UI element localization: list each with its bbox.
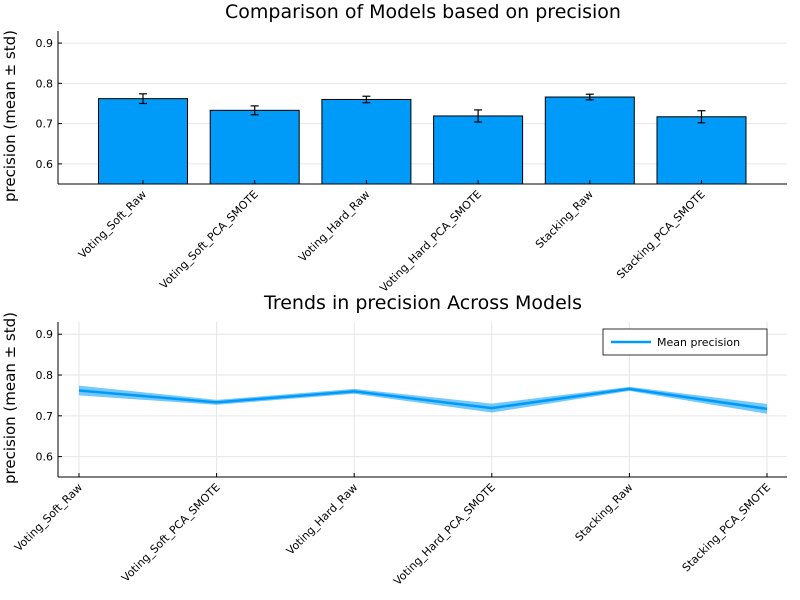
error-bar: [474, 109, 483, 123]
y-tick-label: 0.8: [36, 369, 54, 382]
bar: [98, 98, 188, 185]
mean-line: [78, 387, 768, 411]
line-chart-ylabel: precision (mean ± std): [1, 312, 19, 484]
x-tick-label: Stacking_PCA_SMOTE: [680, 481, 773, 574]
error-bar: [585, 93, 594, 101]
bar: [433, 115, 524, 185]
line-chart-x-ticks: Voting_Soft_Raw Voting_Soft_PCA_SMOTE Voti…: [12, 473, 773, 588]
bar: [656, 116, 747, 185]
y-tick-label: 0.6: [36, 158, 54, 171]
x-tick-label: Voting_Hard_PCA_SMOTE: [391, 481, 498, 588]
bar-chart-error-bars: [139, 93, 706, 124]
y-tick-label: 0.9: [36, 37, 54, 50]
bar-chart-title: Comparison of Models based on precision: [225, 1, 621, 23]
x-tick-label: Voting_Hard_Raw: [296, 188, 373, 265]
bar-chart: Comparison of Models based on precision …: [1, 1, 787, 295]
x-tick-label: Voting_Hard_Raw: [284, 481, 361, 558]
bar-chart-y-ticks: 0.6 0.7 0.8 0.9: [36, 37, 62, 171]
x-tick-label: Stacking_PCA_SMOTE: [614, 188, 707, 281]
bar-chart-x-ticks: Voting_Soft_Raw Voting_Soft_PCA_SMOTE Voti…: [76, 180, 708, 295]
x-tick-label: Voting_Soft_Raw: [12, 481, 85, 554]
line-chart-legend: Mean precision: [602, 328, 768, 356]
bar: [544, 96, 635, 185]
line-chart: Trends in precision Across Models precis…: [1, 292, 787, 588]
y-tick-label: 0.6: [36, 451, 54, 464]
error-bar: [362, 95, 371, 104]
bar: [209, 109, 300, 185]
line-chart-series: [78, 385, 768, 414]
y-tick-label: 0.8: [36, 77, 54, 90]
bar-chart-bars: [98, 96, 747, 185]
bar: [321, 98, 412, 185]
x-tick-label: Voting_Soft_PCA_SMOTE: [157, 188, 261, 292]
line-chart-title: Trends in precision Across Models: [263, 292, 582, 314]
legend-label: Mean precision: [657, 336, 740, 349]
x-tick-label: Stacking_Raw: [573, 481, 636, 544]
error-bar: [139, 93, 147, 105]
bar-chart-axes: [57, 31, 787, 185]
y-tick-label: 0.7: [36, 410, 54, 423]
error-bar: [250, 105, 259, 116]
error-bar: [697, 110, 706, 124]
bar-chart-ylabel: precision (mean ± std): [1, 30, 19, 202]
x-tick-label: Stacking_Raw: [533, 188, 596, 251]
x-tick-label: Voting_Soft_PCA_SMOTE: [119, 481, 223, 585]
y-tick-label: 0.9: [36, 328, 54, 341]
line-chart-axes: [57, 322, 787, 478]
line-chart-y-ticks: 0.6 0.7 0.8 0.9: [36, 328, 62, 464]
x-tick-label: Voting_Soft_Raw: [76, 188, 149, 261]
y-tick-label: 0.7: [36, 118, 54, 131]
x-tick-label: Voting_Hard_PCA_SMOTE: [377, 188, 484, 295]
